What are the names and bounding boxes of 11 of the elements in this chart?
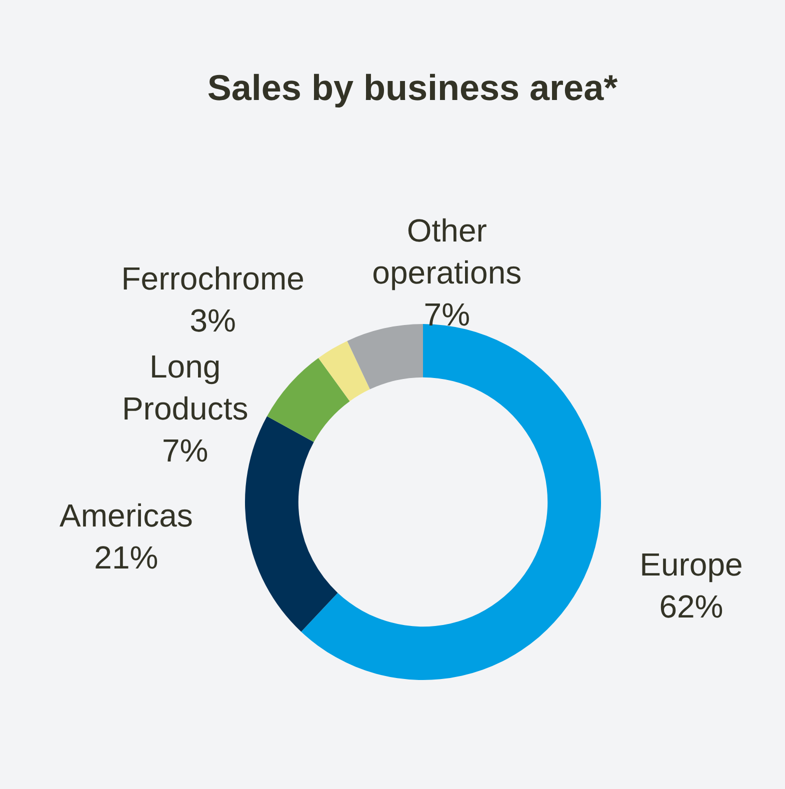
data-label: 7% [162,432,208,468]
slice-label: Ferrochrome [121,260,304,296]
chart-title: Sales by business area* [207,66,618,108]
slice-label: Long Products [122,348,248,426]
slice-label: Other operations [372,212,522,290]
data-label: 21% [94,539,158,576]
data-label: 7% [424,296,470,332]
data-label: 3% [190,302,236,338]
slice-label: Americas [60,497,193,534]
slice-label: Europe [640,546,743,583]
data-label: 62% [659,588,724,625]
